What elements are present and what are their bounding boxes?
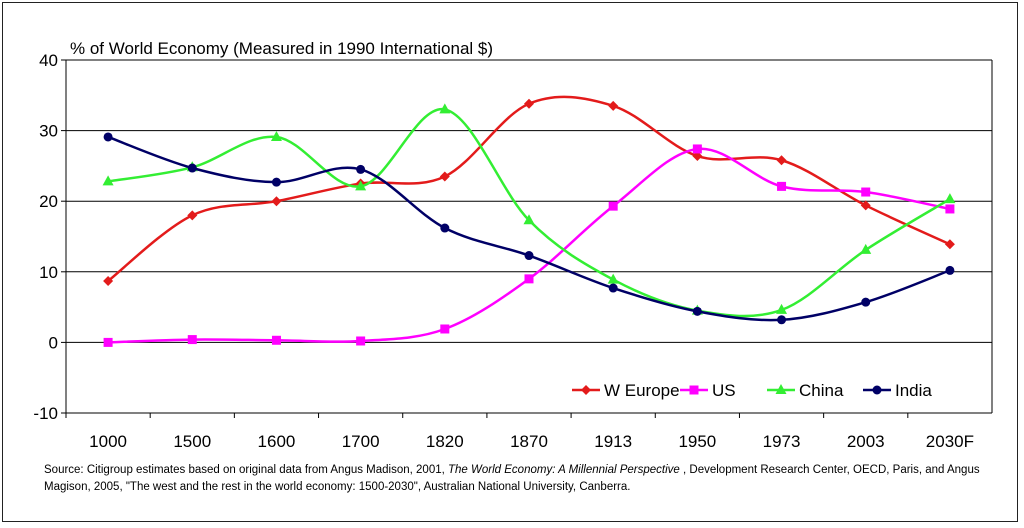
data-point-us (692, 144, 702, 154)
x-tick-label: 1870 (510, 432, 548, 451)
series-india (103, 132, 955, 325)
data-point-india (945, 265, 955, 275)
y-tick-label: 20 (39, 192, 58, 211)
legend-marker-w-europe (581, 385, 591, 395)
data-point-india (524, 251, 534, 261)
data-point-w-europe (187, 210, 198, 221)
data-point-w-europe (860, 200, 871, 211)
series-line-india (107, 135, 951, 322)
x-tick-label: 1913 (594, 432, 632, 451)
data-point-w-europe (524, 98, 534, 109)
data-point-w-europe (776, 155, 787, 166)
data-point-china (944, 193, 956, 204)
x-tick-label: 1700 (342, 432, 380, 451)
x-tick-label: 1000 (89, 432, 127, 451)
legend-marker-china (775, 384, 787, 394)
chart-title: % of World Economy (Measured in 1990 Int… (70, 39, 493, 58)
data-point-china (355, 180, 367, 191)
data-point-us (271, 335, 281, 345)
data-point-china (270, 130, 282, 141)
data-point-china (776, 303, 788, 314)
data-point-us (777, 181, 787, 191)
legend-marker-india (872, 385, 882, 395)
x-tick-label: 2030F (926, 432, 974, 451)
data-point-india (692, 306, 702, 316)
data-point-india (861, 297, 871, 307)
legend-label-china: China (799, 381, 844, 400)
data-point-w-europe (103, 275, 114, 286)
x-tick-label: 1500 (173, 432, 211, 451)
data-point-w-europe (944, 239, 955, 250)
legend-label-us: US (712, 381, 736, 400)
x-tick-label: 1600 (258, 432, 296, 451)
y-tick-label: -10 (33, 404, 58, 423)
y-tick-label: 0 (49, 333, 58, 352)
data-point-w-europe (271, 196, 282, 207)
data-point-china (439, 103, 451, 114)
series-w-europe (103, 95, 955, 286)
source-text-2: , Development Research Center, OECD, Par… (44, 464, 980, 493)
x-tick-label: 2003 (847, 432, 885, 451)
legend-label-w-europe: W Europe (604, 381, 680, 400)
legend-item-w-europe: W Europe (572, 381, 680, 400)
data-point-us (608, 201, 618, 211)
chart-frame (2, 2, 1018, 522)
data-point-us (440, 324, 450, 334)
data-point-india (356, 164, 366, 174)
data-point-w-europe (608, 100, 619, 111)
data-point-india (440, 223, 450, 233)
legend-item-us: US (680, 381, 736, 400)
data-point-us (861, 187, 871, 197)
y-tick-label: 40 (39, 51, 58, 70)
source-note: Source: Citigroup estimates based on ori… (44, 462, 1004, 496)
y-tick-label: 10 (39, 263, 58, 282)
data-point-us (524, 274, 534, 284)
series-line-china (107, 108, 951, 318)
data-point-india (271, 177, 281, 187)
data-point-w-europe (692, 151, 703, 162)
data-point-china (860, 243, 872, 254)
y-tick-label: 30 (39, 122, 58, 141)
data-point-china (102, 175, 114, 186)
legend-label-india: India (895, 381, 932, 400)
data-point-us (103, 337, 113, 347)
series-us (103, 144, 955, 347)
legend-marker-us (689, 385, 699, 395)
series-china (102, 103, 956, 318)
data-point-w-europe (439, 171, 450, 182)
data-point-india (777, 315, 787, 325)
legend-item-china: China (767, 381, 844, 400)
x-tick-label: 1950 (678, 432, 716, 451)
x-tick-label: 1973 (763, 432, 801, 451)
source-book-title: The World Economy: A Millennial Perspect… (448, 464, 680, 476)
x-tick-label: 1820 (426, 432, 464, 451)
data-point-india (187, 163, 197, 173)
data-point-us (356, 336, 366, 346)
legend-item-india: India (863, 381, 932, 400)
data-point-us (187, 335, 197, 345)
data-point-india (103, 132, 113, 142)
data-point-china (607, 273, 619, 284)
data-point-india (608, 283, 618, 293)
data-point-us (945, 204, 955, 214)
data-point-china (523, 214, 535, 225)
source-text-1: Source: Citigroup estimates based on ori… (44, 464, 449, 476)
